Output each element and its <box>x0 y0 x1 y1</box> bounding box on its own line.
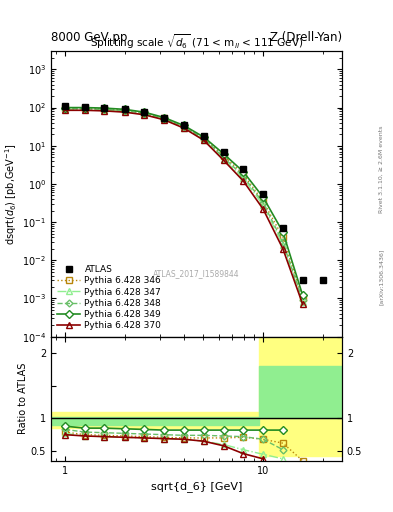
Pythia 6.428 347 <box>201 137 206 143</box>
Pythia 6.428 349 <box>300 292 305 298</box>
X-axis label: sqrt{d_6} [GeV]: sqrt{d_6} [GeV] <box>151 481 242 492</box>
Text: ATLAS_2017_I1589844: ATLAS_2017_I1589844 <box>153 269 240 279</box>
Pythia 6.428 348 <box>300 297 305 303</box>
Pythia 6.428 346 <box>122 107 127 113</box>
ATLAS <box>162 115 166 121</box>
Pythia 6.428 347 <box>122 108 127 114</box>
Pythia 6.428 346 <box>201 135 206 141</box>
Pythia 6.428 348 <box>162 116 166 122</box>
Pythia 6.428 347 <box>162 116 166 122</box>
Pythia 6.428 346 <box>281 234 285 241</box>
Pythia 6.428 370 <box>261 206 265 212</box>
Pythia 6.428 346 <box>300 295 305 302</box>
Line: Pythia 6.428 349: Pythia 6.428 349 <box>62 105 305 298</box>
Pythia 6.428 346 <box>241 171 246 177</box>
Pythia 6.428 348 <box>63 106 68 112</box>
Pythia 6.428 348 <box>281 239 285 245</box>
Pythia 6.428 346 <box>221 153 226 159</box>
Line: Pythia 6.428 348: Pythia 6.428 348 <box>62 106 305 303</box>
Pythia 6.428 347 <box>63 106 68 113</box>
Legend: ATLAS, Pythia 6.428 346, Pythia 6.428 347, Pythia 6.428 348, Pythia 6.428 349, P: ATLAS, Pythia 6.428 346, Pythia 6.428 34… <box>55 263 163 332</box>
Pythia 6.428 348 <box>122 108 127 114</box>
Pythia 6.428 347 <box>241 175 246 181</box>
Pythia 6.428 370 <box>221 157 226 163</box>
Pythia 6.428 348 <box>221 154 226 160</box>
ATLAS <box>261 191 265 197</box>
Bar <box>51 417 259 425</box>
Pythia 6.428 348 <box>201 136 206 142</box>
ATLAS <box>63 103 68 109</box>
ATLAS <box>201 133 206 139</box>
Line: Pythia 6.428 347: Pythia 6.428 347 <box>62 106 305 305</box>
Pythia 6.428 349 <box>122 106 127 113</box>
Pythia 6.428 349 <box>201 134 206 140</box>
Pythia 6.428 349 <box>142 109 147 115</box>
Pythia 6.428 346 <box>142 110 147 116</box>
Title: Splitting scale $\sqrt{d_6}$ (71 < m$_{ll}$ < 111 GeV): Splitting scale $\sqrt{d_6}$ (71 < m$_{l… <box>90 32 303 51</box>
Pythia 6.428 370 <box>162 117 166 123</box>
Pythia 6.428 349 <box>182 122 186 129</box>
ATLAS <box>182 122 186 128</box>
Pythia 6.428 349 <box>63 104 68 111</box>
Pythia 6.428 349 <box>221 151 226 157</box>
ATLAS <box>300 277 305 283</box>
Pythia 6.428 346 <box>83 105 87 112</box>
ATLAS <box>83 104 87 110</box>
Pythia 6.428 347 <box>261 202 265 208</box>
Pythia 6.428 346 <box>261 198 265 204</box>
Pythia 6.428 370 <box>241 178 246 184</box>
ATLAS <box>320 277 325 283</box>
Bar <box>259 337 342 456</box>
Pythia 6.428 349 <box>281 229 285 235</box>
Text: Rivet 3.1.10, ≥ 2.6M events: Rivet 3.1.10, ≥ 2.6M events <box>379 125 384 212</box>
Pythia 6.428 348 <box>182 124 186 130</box>
ATLAS <box>142 109 147 115</box>
Y-axis label: Ratio to ATLAS: Ratio to ATLAS <box>18 363 28 434</box>
Text: 8000 GeV pp: 8000 GeV pp <box>51 31 127 44</box>
Pythia 6.428 347 <box>281 242 285 248</box>
Text: Z (Drell-Yan): Z (Drell-Yan) <box>270 31 342 44</box>
Pythia 6.428 370 <box>201 137 206 143</box>
Pythia 6.428 348 <box>83 106 87 112</box>
Pythia 6.428 347 <box>182 124 186 131</box>
Pythia 6.428 349 <box>83 104 87 111</box>
Pythia 6.428 346 <box>102 106 107 112</box>
Text: [arXiv:1306.3436]: [arXiv:1306.3436] <box>379 248 384 305</box>
Pythia 6.428 347 <box>300 299 305 305</box>
Pythia 6.428 348 <box>261 200 265 206</box>
Line: Pythia 6.428 370: Pythia 6.428 370 <box>62 108 305 307</box>
Pythia 6.428 370 <box>83 107 87 113</box>
Pythia 6.428 346 <box>182 123 186 130</box>
Pythia 6.428 370 <box>281 246 285 252</box>
Pythia 6.428 347 <box>102 107 107 113</box>
Pythia 6.428 370 <box>182 125 186 131</box>
Pythia 6.428 349 <box>102 105 107 111</box>
Pythia 6.428 346 <box>162 115 166 121</box>
Pythia 6.428 348 <box>142 111 147 117</box>
Pythia 6.428 370 <box>122 109 127 115</box>
Pythia 6.428 349 <box>261 194 265 200</box>
Pythia 6.428 349 <box>241 168 246 175</box>
Pythia 6.428 370 <box>63 107 68 113</box>
Bar <box>259 366 342 418</box>
Bar <box>51 412 259 428</box>
ATLAS <box>221 148 226 155</box>
Pythia 6.428 370 <box>300 302 305 308</box>
Pythia 6.428 370 <box>102 108 107 114</box>
Line: Pythia 6.428 346: Pythia 6.428 346 <box>62 105 305 301</box>
ATLAS <box>122 106 127 113</box>
Y-axis label: dσ
dsqrt($d_6$) [pb,GeV$^{-1}$]: dσ dsqrt($d_6$) [pb,GeV$^{-1}$] <box>0 143 19 245</box>
Pythia 6.428 349 <box>162 115 166 121</box>
Pythia 6.428 348 <box>241 173 246 179</box>
Pythia 6.428 348 <box>102 106 107 113</box>
Pythia 6.428 370 <box>142 112 147 118</box>
Pythia 6.428 346 <box>63 105 68 112</box>
ATLAS <box>281 225 285 231</box>
Pythia 6.428 347 <box>221 156 226 162</box>
Pythia 6.428 347 <box>142 111 147 117</box>
Line: ATLAS: ATLAS <box>62 103 326 284</box>
ATLAS <box>102 104 107 111</box>
ATLAS <box>241 166 246 172</box>
Pythia 6.428 347 <box>83 106 87 113</box>
